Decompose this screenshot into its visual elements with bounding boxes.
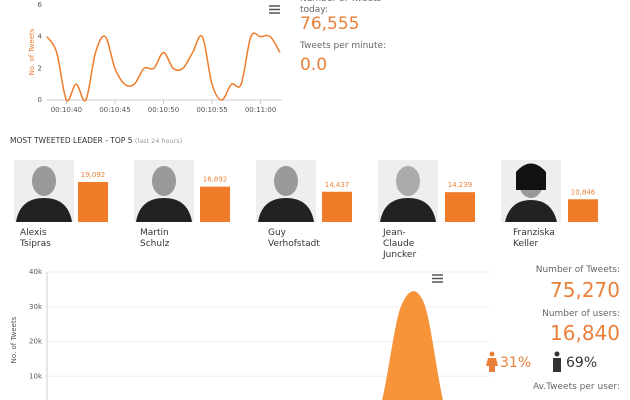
area <box>382 291 444 400</box>
value-label: 16,892 <box>203 176 228 184</box>
bar <box>78 182 108 222</box>
value-label: 14,239 <box>448 181 473 189</box>
x-tick-label: 00:10:45 <box>99 106 130 114</box>
gender-icons <box>486 351 561 372</box>
value-label: 14,437 <box>325 181 350 189</box>
female-share: 31% <box>500 355 532 371</box>
male-share: 69% <box>566 355 598 371</box>
menu-icon[interactable] <box>432 274 443 283</box>
x-tick-label: 00:10:40 <box>51 106 82 114</box>
bar <box>568 199 598 222</box>
stat-label: Number of Tweets today: <box>300 0 381 15</box>
photo <box>134 160 194 222</box>
bar <box>322 191 352 222</box>
section-title: MOST TWEETED LEADER - TOP 5 (last 24 hou… <box>10 136 182 145</box>
stat-value: 76,555 <box>300 14 360 34</box>
y-tick-label: 10k <box>29 372 43 380</box>
photo <box>256 160 316 222</box>
leader-name: Jean-Claude Juncker <box>383 228 417 260</box>
y-tick-label: 40k <box>29 268 43 276</box>
y-tick-label: 20k <box>29 338 43 346</box>
value-label: 19,092 <box>81 171 106 179</box>
y-axis-label: No. of Tweets <box>28 28 36 75</box>
subtitle: (last 24 hours) <box>135 137 182 145</box>
leader-name: Guy Verhofstadt <box>268 228 320 249</box>
stat-value: 0.0 <box>300 55 328 75</box>
stat-label: Number of users: <box>542 309 620 319</box>
y-tick-label: 6 <box>38 1 43 9</box>
photo <box>14 160 74 222</box>
bar <box>445 192 475 222</box>
photo <box>378 160 438 222</box>
y-tick-label: 4 <box>38 33 43 41</box>
x-tick-label: 00:10:50 <box>148 106 179 114</box>
x-tick-label: 00:11:00 <box>245 106 276 114</box>
photos <box>14 160 561 222</box>
line <box>46 32 281 102</box>
menu-icon[interactable] <box>269 5 280 14</box>
y-tick-label: 30k <box>29 303 43 311</box>
y-tick-label: 2 <box>38 64 42 72</box>
leader-name: Alexis Tsipras <box>20 228 51 249</box>
stat-label: Av.Tweets per user: <box>533 382 620 392</box>
stat-value: 75,270 <box>550 278 620 302</box>
stat-value: 16,840 <box>550 321 620 345</box>
stat-label: Number of Tweets: <box>535 265 620 275</box>
value-label: 10,846 <box>571 188 596 196</box>
leader-name: Franziska Keller <box>513 228 555 249</box>
stat-label: Tweets per minute: <box>300 41 387 51</box>
title: MOST TWEETED LEADER - TOP 5 <box>10 136 133 145</box>
leader-name: Martin Schulz <box>140 228 170 249</box>
photo <box>501 160 561 222</box>
bar <box>200 186 230 222</box>
y-axis-label: No. of Tweets <box>10 316 18 363</box>
x-tick-label: 00:10:55 <box>196 106 227 114</box>
y-tick-label: 0 <box>38 96 42 104</box>
